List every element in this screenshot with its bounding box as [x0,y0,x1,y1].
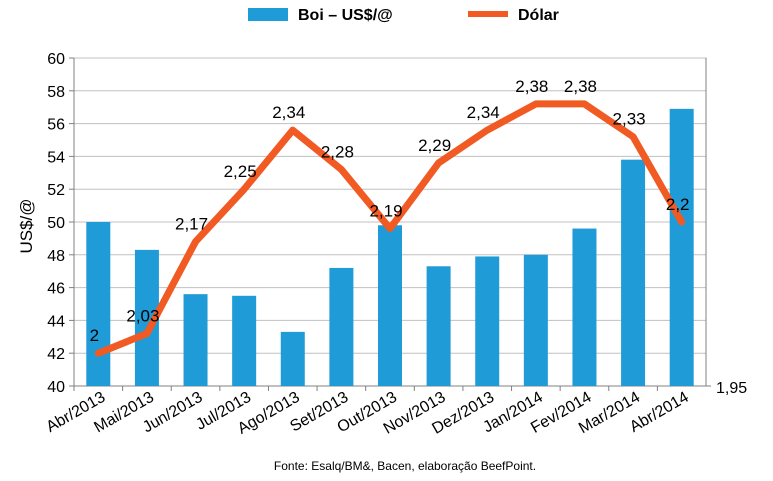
y-tick-label: 40 [47,379,65,396]
source-note: Fonte: Esalq/BM&, Bacen, elaboração Beef… [274,459,536,473]
data-label: 2,25 [224,162,257,181]
y-axis-label: US$/@ [17,198,36,253]
y-tick-label: 44 [47,313,65,330]
legend: Boi – US$/@ Dólar [248,7,559,24]
y2-tick-label: 1,95 [716,380,747,397]
legend-label-line: Dólar [518,7,559,24]
y-tick-label: 58 [47,84,65,101]
y-tick-label: 52 [47,182,65,199]
bar [426,266,451,386]
y-tick-label: 42 [47,346,65,363]
y-tick-label: 56 [47,117,65,134]
y-tick-label: 48 [47,248,65,265]
bar [86,222,111,386]
dolar-line [94,100,686,357]
data-label: 2,2 [666,195,690,214]
data-label: 2,38 [515,77,548,96]
bar [232,295,257,386]
y-tick-label: 60 [47,51,65,68]
bar [378,225,402,386]
data-label: 2,03 [126,307,159,326]
y-tick-label: 54 [47,149,65,166]
y-tick-label: 46 [47,281,65,298]
bar [183,294,208,386]
data-label: 2,29 [418,136,451,155]
bar [572,228,597,386]
bar [329,267,354,386]
data-label: 2,38 [564,77,597,96]
bar [475,256,500,386]
data-label: 2,17 [175,215,208,234]
legend-bar-swatch [248,8,288,21]
data-label: 2,33 [613,110,646,129]
legend-label-bar: Boi – US$/@ [298,7,393,24]
data-label: 2,34 [467,103,500,122]
bar [280,331,305,386]
bar [669,108,694,386]
bar [621,159,646,386]
bar [523,254,548,386]
plot-area: 4042444648505254565860Abr/2013Mai/2013Ju… [44,51,711,438]
data-label: 2,28 [321,143,354,162]
data-label: 2,19 [369,202,402,221]
data-label: 2 [90,326,99,345]
data-label: 2,34 [272,103,305,122]
y-tick-label: 50 [47,215,65,232]
